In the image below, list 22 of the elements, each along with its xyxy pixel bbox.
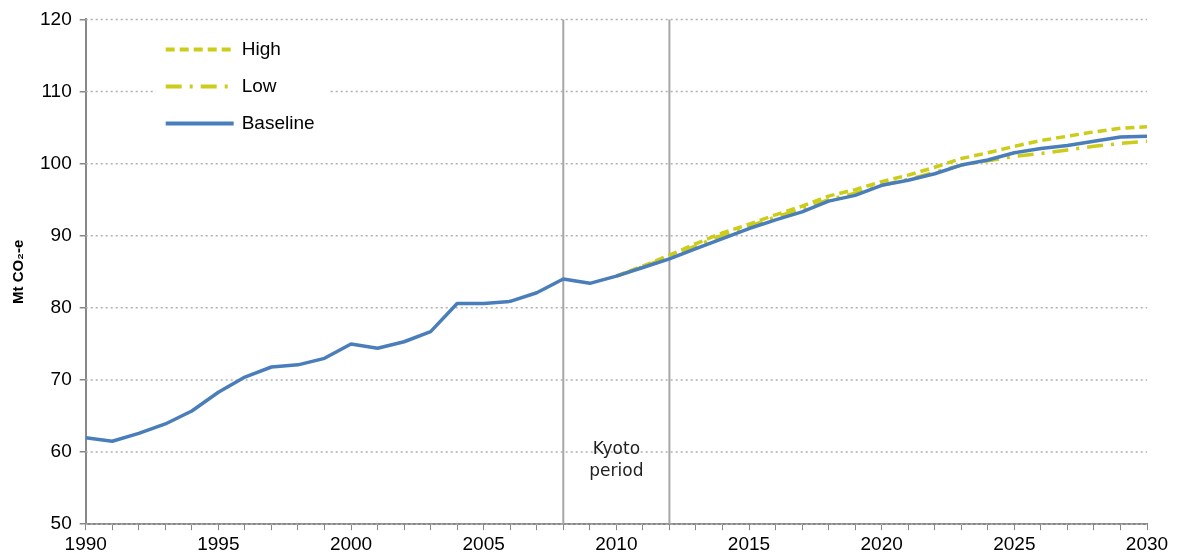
x-tick-label: 1995 [197, 532, 240, 554]
y-tick-label: 80 [50, 296, 72, 318]
x-tick-label: 2000 [329, 532, 373, 554]
legend-label: High [241, 37, 281, 59]
annotation: Kyoto period [589, 437, 644, 480]
y-tick-label: 110 [41, 79, 72, 101]
y-tick-label: 70 [50, 368, 72, 390]
x-tick-label: 2005 [462, 532, 505, 554]
x-tick-label: 2030 [1125, 532, 1169, 554]
y-tick-label: 60 [50, 440, 72, 462]
y-tick-label: 50 [50, 512, 72, 534]
x-tick-label: 2015 [727, 532, 771, 554]
legend-label: Low [241, 74, 277, 96]
legend-label: Baseline [241, 111, 315, 133]
y-tick-label: 120 [40, 7, 72, 29]
x-tick-label: 2025 [993, 532, 1036, 554]
y-tick-label: 100 [40, 151, 72, 173]
x-tick-label: 2020 [860, 532, 903, 554]
x-tick-label: 2010 [595, 532, 638, 554]
y-axis-title: Mt CO₂-e [9, 239, 27, 304]
x-tick-label: 1990 [64, 532, 107, 554]
y-tick-label: 90 [50, 223, 72, 245]
